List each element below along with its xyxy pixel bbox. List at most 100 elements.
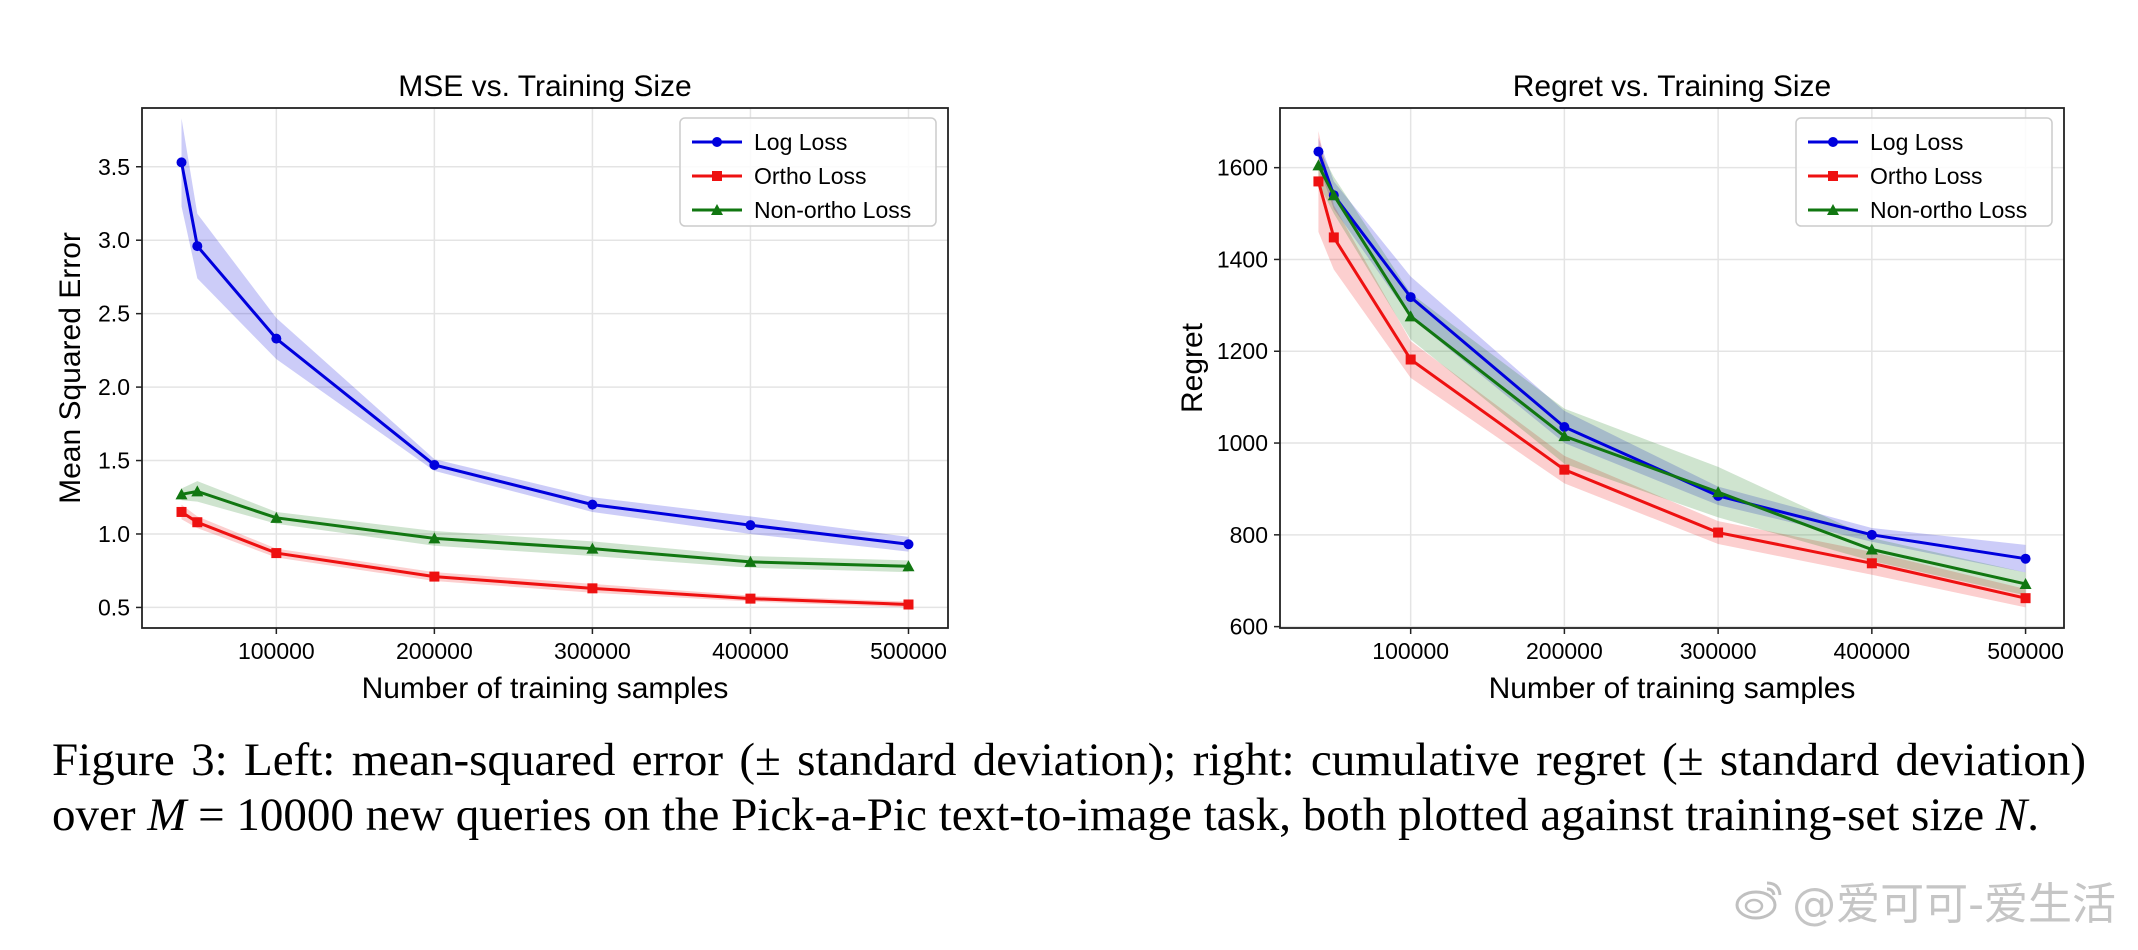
data-point-log-loss: [271, 333, 282, 344]
data-point-log-loss: [1405, 292, 1416, 303]
data-point-ortho-loss: [429, 571, 440, 582]
chart-title: Regret vs. Training Size: [1513, 70, 1831, 103]
watermark: @爱可可-爱生活: [1734, 868, 2116, 932]
data-point-non-ortho-loss: [1327, 189, 1340, 201]
data-point-non-ortho-loss: [1865, 543, 1878, 555]
caption-text-eq: = 10000 new queries on the Pick-a-Pic te…: [186, 789, 1996, 841]
legend-box: [1795, 117, 2053, 227]
legend-label-ortho-loss: Ortho Loss: [754, 163, 867, 189]
legend-marker-non-ortho-loss: [711, 204, 723, 215]
data-point-ortho-loss: [271, 548, 282, 559]
legend-label-log-loss: Log Loss: [754, 129, 847, 155]
data-point-log-loss: [903, 539, 914, 550]
data-point-non-ortho-loss: [191, 485, 204, 497]
x-axis-label: Number of training samples: [362, 672, 729, 705]
data-point-ortho-loss: [587, 583, 598, 594]
y-tick-label: 1400: [1217, 246, 1268, 272]
y-tick-label: 1600: [1217, 155, 1268, 181]
data-point-ortho-loss: [1313, 176, 1324, 187]
data-point-ortho-loss: [1559, 464, 1570, 475]
chart-panel-1: 100000 200000 300000 400000 500000 0.5 1.0 1.5 2…: [54, 70, 949, 705]
figure-charts: 100000 200000 300000 400000 500000 0.5 1.0 1.5 2…: [54, 70, 2065, 705]
caption-text-a: Left: mean-squared error (± standard dev…: [52, 734, 2086, 841]
y-axis-label: Regret: [1176, 322, 1209, 413]
data-point-non-ortho-loss: [586, 542, 599, 554]
plot-frame: [1279, 107, 2065, 629]
data-point-non-ortho-loss: [1558, 430, 1571, 442]
weibo-logo-icon: [1735, 881, 1782, 920]
y-tick-label: 800: [1230, 522, 1268, 548]
data-point-non-ortho-loss: [428, 532, 441, 544]
data-point-non-ortho-loss: [1404, 310, 1417, 322]
legend-marker-non-ortho-loss: [1827, 204, 1839, 215]
legend-marker-log-loss: [1828, 137, 1838, 147]
data-point-ortho-loss: [1713, 527, 1724, 538]
data-point-log-loss: [1559, 421, 1570, 432]
x-tick-label: 400000: [712, 638, 789, 664]
caption-label: Figure 3:: [52, 734, 228, 786]
x-tick-label: 200000: [1526, 638, 1603, 664]
x-tick-label: 300000: [1680, 638, 1757, 664]
data-point-ortho-loss: [2020, 593, 2031, 604]
legend-label-ortho-loss: Ortho Loss: [1870, 163, 1983, 189]
caption-math-m: M: [147, 789, 187, 841]
std-band-ortho-loss: [181, 504, 909, 608]
data-point-log-loss: [1866, 529, 1877, 540]
legend-marker-log-loss: [712, 137, 722, 147]
caption-math-n: N: [1995, 789, 2028, 841]
data-point-log-loss: [192, 241, 203, 252]
legend: Log Loss Ortho Loss Non-ortho Loss: [679, 117, 937, 227]
data-point-ortho-loss: [903, 599, 914, 610]
figure-caption: Figure 3: Left: mean-squared error (± st…: [52, 733, 2086, 843]
y-tick-label: 0.5: [98, 594, 130, 620]
data-point-log-loss: [1313, 146, 1324, 157]
data-point-log-loss: [176, 157, 187, 168]
caption-text-end: .: [2027, 789, 2039, 841]
data-point-non-ortho-loss: [1312, 159, 1325, 171]
x-tick-label: 300000: [554, 638, 631, 664]
legend-label-log-loss: Log Loss: [1870, 129, 1963, 155]
data-point-log-loss: [745, 520, 756, 531]
chart-title: MSE vs. Training Size: [398, 70, 691, 103]
legend-marker-ortho-loss: [1828, 171, 1838, 181]
x-tick-label: 400000: [1833, 638, 1910, 664]
y-tick-label: 3.5: [98, 154, 130, 180]
data-point-ortho-loss: [1328, 232, 1339, 243]
y-tick-label: 1000: [1217, 430, 1268, 456]
y-tick-label: 600: [1230, 614, 1268, 640]
data-point-non-ortho-loss: [1712, 486, 1725, 498]
y-tick-label: 3.0: [98, 227, 130, 253]
legend-box: [679, 117, 937, 227]
data-point-log-loss: [429, 459, 440, 470]
legend: Log Loss Ortho Loss Non-ortho Loss: [1795, 117, 2053, 227]
legend-marker-ortho-loss: [712, 171, 722, 181]
data-point-ortho-loss: [745, 593, 756, 604]
legend-label-non-ortho-loss: Non-ortho Loss: [754, 197, 911, 223]
x-axis-label: Number of training samples: [1489, 672, 1856, 705]
y-tick-label: 2.5: [98, 301, 130, 327]
y-tick-label: 1.0: [98, 521, 130, 547]
x-tick-label: 100000: [238, 638, 315, 664]
std-band-non-ortho-loss: [1318, 147, 2026, 596]
data-point-ortho-loss: [176, 506, 187, 517]
x-tick-label: 200000: [396, 638, 473, 664]
data-point-non-ortho-loss: [744, 555, 757, 567]
chart-panel-2: 100000 200000 300000 400000 500000 600 800 1000…: [1176, 70, 2065, 705]
data-point-non-ortho-loss: [902, 560, 915, 572]
y-tick-label: 2.0: [98, 374, 130, 400]
data-point-non-ortho-loss: [2019, 577, 2032, 589]
watermark-text: @爱可可-爱生活: [1792, 879, 2116, 930]
x-tick-label: 500000: [870, 638, 947, 664]
data-point-log-loss: [2020, 553, 2031, 564]
data-point-non-ortho-loss: [175, 488, 188, 500]
y-tick-label: 1200: [1217, 338, 1268, 364]
x-tick-label: 500000: [1987, 638, 2064, 664]
plot-frame: [141, 107, 949, 629]
data-point-non-ortho-loss: [270, 511, 283, 523]
x-tick-label: 100000: [1372, 638, 1449, 664]
data-point-ortho-loss: [1866, 558, 1877, 569]
legend-label-non-ortho-loss: Non-ortho Loss: [1870, 197, 2027, 223]
y-tick-label: 1.5: [98, 448, 130, 474]
y-axis-label: Mean Squared Error: [54, 232, 87, 504]
data-point-ortho-loss: [1405, 354, 1416, 365]
